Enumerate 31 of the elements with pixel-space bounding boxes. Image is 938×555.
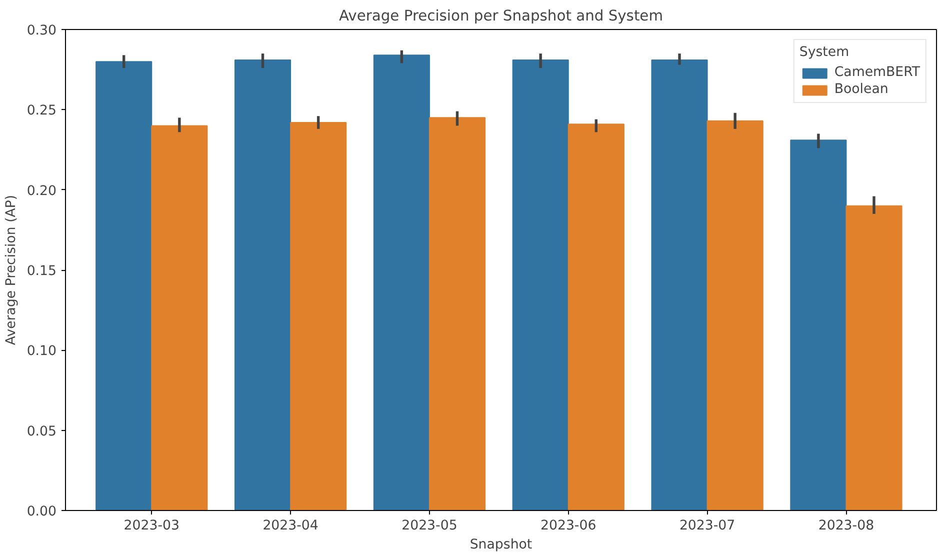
bar [428, 117, 486, 510]
bar [151, 125, 208, 510]
x-tick-label: 2023-06 [540, 518, 596, 534]
y-tick-label: 0.10 [26, 344, 57, 360]
y-tick-label: 0.25 [26, 104, 57, 119]
y-tick-label: 0.30 [26, 24, 57, 38]
x-tick-label: 2023-04 [262, 518, 318, 534]
bar [290, 122, 347, 510]
bar [706, 120, 764, 510]
legend-label: Boolean [834, 82, 888, 97]
x-axis-title: Snapshot [470, 538, 532, 552]
bar [373, 54, 430, 510]
legend-label: CamemBERT [834, 65, 920, 80]
bar [512, 59, 569, 510]
x-tick-label: 2023-03 [124, 518, 180, 534]
bar [846, 205, 902, 510]
y-tick-label: 0.05 [26, 424, 57, 440]
bar [234, 59, 292, 510]
legend-title: System [799, 45, 850, 60]
y-tick-label: 0.00 [26, 504, 57, 520]
x-tick-label: 2023-05 [402, 518, 458, 534]
bar [651, 59, 708, 510]
chart-title: Average Precision per Snapshot and System [339, 8, 663, 24]
bar [96, 61, 152, 510]
bar [790, 140, 847, 510]
x-tick-label: 2023-07 [679, 518, 736, 534]
y-tick-label: 0.15 [26, 264, 57, 279]
bar [568, 124, 624, 510]
x-tick-label: 2023-08 [818, 518, 874, 534]
y-axis-title: Average Precision (AP) [4, 194, 19, 346]
y-tick-label: 0.20 [26, 184, 57, 199]
